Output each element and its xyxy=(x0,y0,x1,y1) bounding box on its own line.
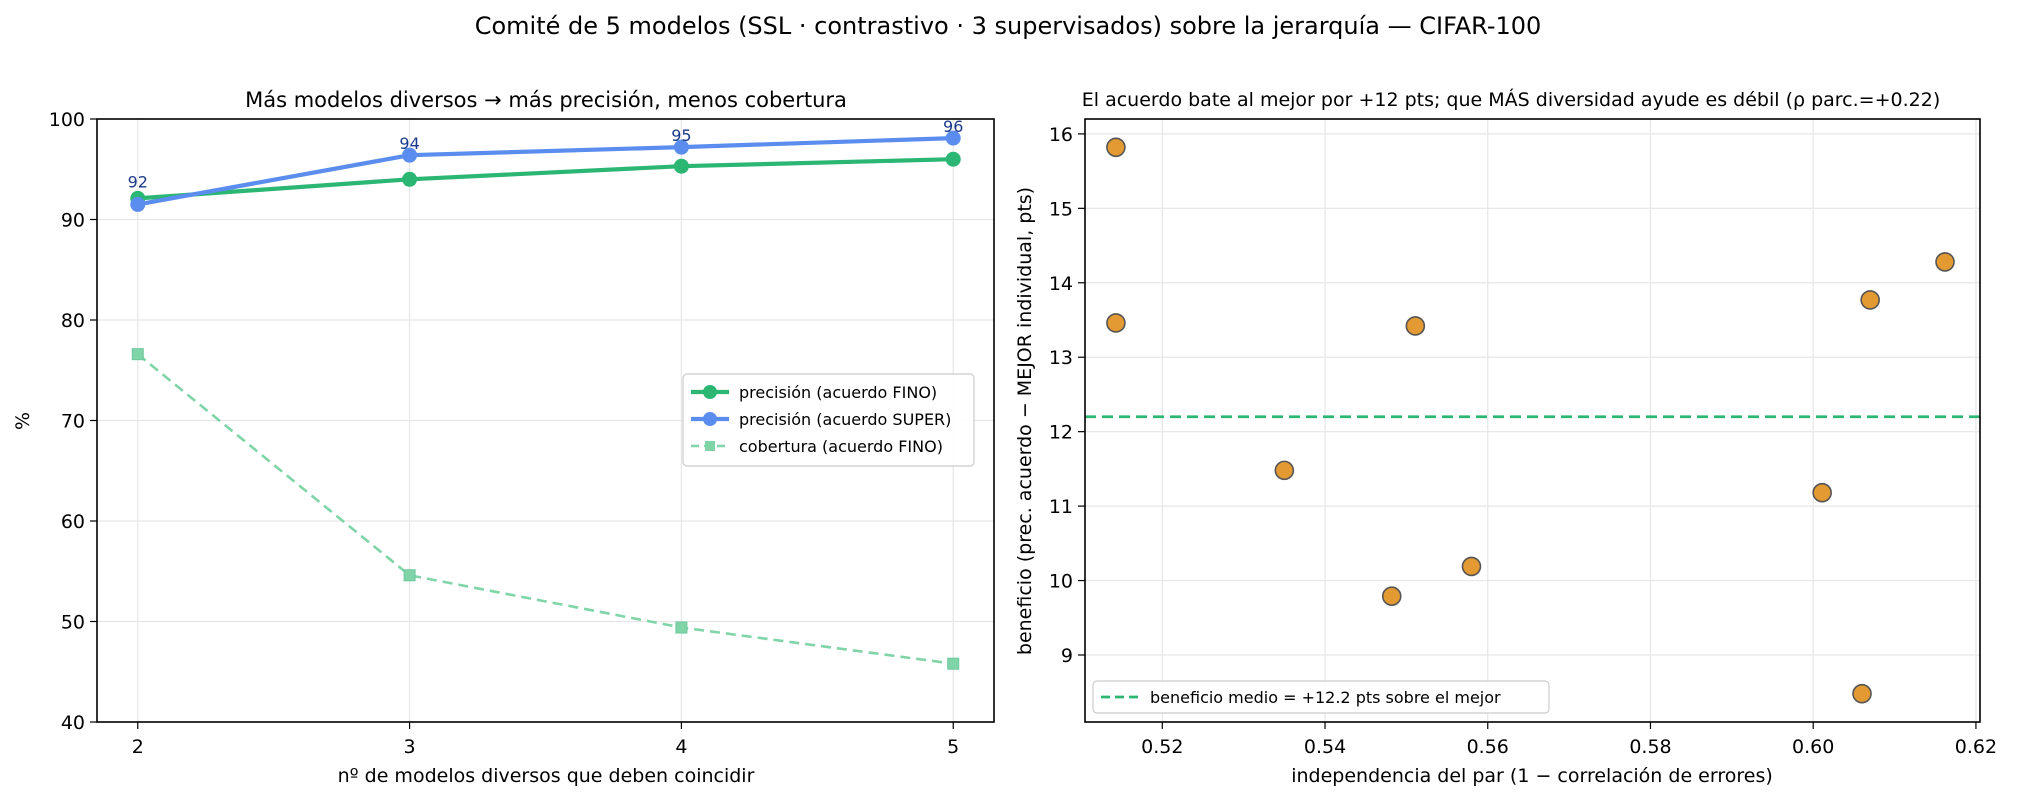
y-tick-label: 60 xyxy=(61,511,85,533)
scatter-point xyxy=(1935,252,1955,272)
scatter-point xyxy=(1812,482,1832,503)
scatter-point xyxy=(1405,316,1426,336)
data-label: 94 xyxy=(399,134,419,153)
x-tick-label: 0.54 xyxy=(1304,736,1346,758)
legend-swatch-marker xyxy=(703,412,717,426)
legend-box xyxy=(1092,680,1550,714)
x-tick-label: 0.60 xyxy=(1792,736,1834,758)
y-tick-label: 10 xyxy=(1049,571,1073,593)
y-tick-label: 50 xyxy=(61,612,85,634)
right-chart-legend: beneficio medio = +12.2 pts sobre el mej… xyxy=(1092,680,1550,714)
scatter-point xyxy=(1106,137,1126,158)
legend-label: beneficio medio = +12.2 pts sobre el mej… xyxy=(1150,688,1501,707)
figure-suptitle: Comité de 5 modelos (SSL · contrastivo ·… xyxy=(475,12,1542,40)
legend-swatch-marker xyxy=(703,385,717,399)
scatter-point xyxy=(1274,460,1295,481)
y-tick-label: 15 xyxy=(1049,198,1073,220)
series-point-1 xyxy=(945,130,961,146)
y-tick-label: 80 xyxy=(61,310,85,332)
y-tick-label: 11 xyxy=(1049,496,1073,518)
series-point-2 xyxy=(947,657,960,670)
x-tick-label: 0.58 xyxy=(1629,736,1671,758)
left-chart-legend: precisión (acuerdo FINO) precisión (acuer… xyxy=(682,373,975,467)
series-point-1 xyxy=(673,139,689,155)
scatter-point xyxy=(1461,556,1482,577)
y-tick-label: 9 xyxy=(1061,645,1073,667)
right-chart-marks xyxy=(1085,137,1980,704)
y-tick-label: 70 xyxy=(61,411,85,433)
left-chart-ticks: 2 3 4 5 40 50 60 70 80 90 100 xyxy=(49,109,960,758)
right-chart-ticks: 0.52 0.54 0.56 0.58 0.60 0.62 9 10 11 12 13 14 15 16 xyxy=(1049,124,1997,758)
series-point-2 xyxy=(403,569,416,582)
right-chart-ylabel: beneficio (prec. acuerdo − MEJOR individ… xyxy=(1014,187,1036,655)
series-point-1 xyxy=(402,147,418,163)
legend-label: cobertura (acuerdo FINO) xyxy=(739,437,943,456)
right-chart-panel: El acuerdo bate al mejor por +12 pts; qu… xyxy=(1014,88,1997,787)
series-line-1 xyxy=(137,136,954,207)
x-tick-label: 3 xyxy=(404,736,416,758)
x-tick-label: 0.52 xyxy=(1141,736,1183,758)
series-point-1 xyxy=(130,196,146,212)
series-line-0 xyxy=(137,157,954,201)
left-chart-panel: Más modelos diversos → más precisión, me… xyxy=(12,88,995,787)
left-chart-title: Más modelos diversos → más precisión, me… xyxy=(245,88,847,112)
series-line-2 xyxy=(136,353,954,665)
legend-box xyxy=(682,373,975,467)
right-chart-xlabel: independencia del par (1 − correlación d… xyxy=(1291,765,1773,787)
series-point-0 xyxy=(402,171,418,187)
y-tick-label: 90 xyxy=(61,210,85,232)
x-tick-label: 4 xyxy=(675,736,687,758)
data-label: 96 xyxy=(943,117,963,136)
series-point-2 xyxy=(131,348,144,361)
x-tick-label: 0.62 xyxy=(1955,736,1997,758)
y-tick-label: 12 xyxy=(1049,422,1073,444)
scatter-point xyxy=(1106,313,1126,333)
scatter-point xyxy=(1852,683,1872,704)
data-label: 92 xyxy=(128,172,148,191)
x-tick-label: 5 xyxy=(947,736,959,758)
y-tick-label: 40 xyxy=(61,712,85,734)
right-chart-title: El acuerdo bate al mejor por +12 pts; qu… xyxy=(1082,88,1940,111)
y-tick-label: 100 xyxy=(49,109,85,131)
legend-swatch-marker xyxy=(705,441,715,451)
scatter-point xyxy=(1381,586,1402,606)
scatter-point xyxy=(1860,290,1880,310)
x-tick-label: 0.56 xyxy=(1467,736,1509,758)
x-tick-label: 2 xyxy=(132,736,144,758)
series-point-0 xyxy=(673,158,689,174)
y-tick-label: 16 xyxy=(1049,124,1073,146)
legend-label: precisión (acuerdo SUPER) xyxy=(739,410,951,429)
legend-label: precisión (acuerdo FINO) xyxy=(739,383,937,402)
right-chart-frame xyxy=(1084,118,1981,723)
y-tick-label: 14 xyxy=(1049,273,1073,295)
y-tick-label: 13 xyxy=(1049,347,1073,369)
series-point-2 xyxy=(675,621,688,634)
left-chart-xlabel: nº de modelos diversos que deben coincid… xyxy=(338,765,755,787)
data-label: 95 xyxy=(671,126,691,145)
series-point-0 xyxy=(945,151,961,167)
right-chart-grid xyxy=(1085,119,1980,722)
left-chart-ylabel: % xyxy=(12,412,34,430)
left-chart-marks: 92 94 95 96 xyxy=(128,117,963,670)
